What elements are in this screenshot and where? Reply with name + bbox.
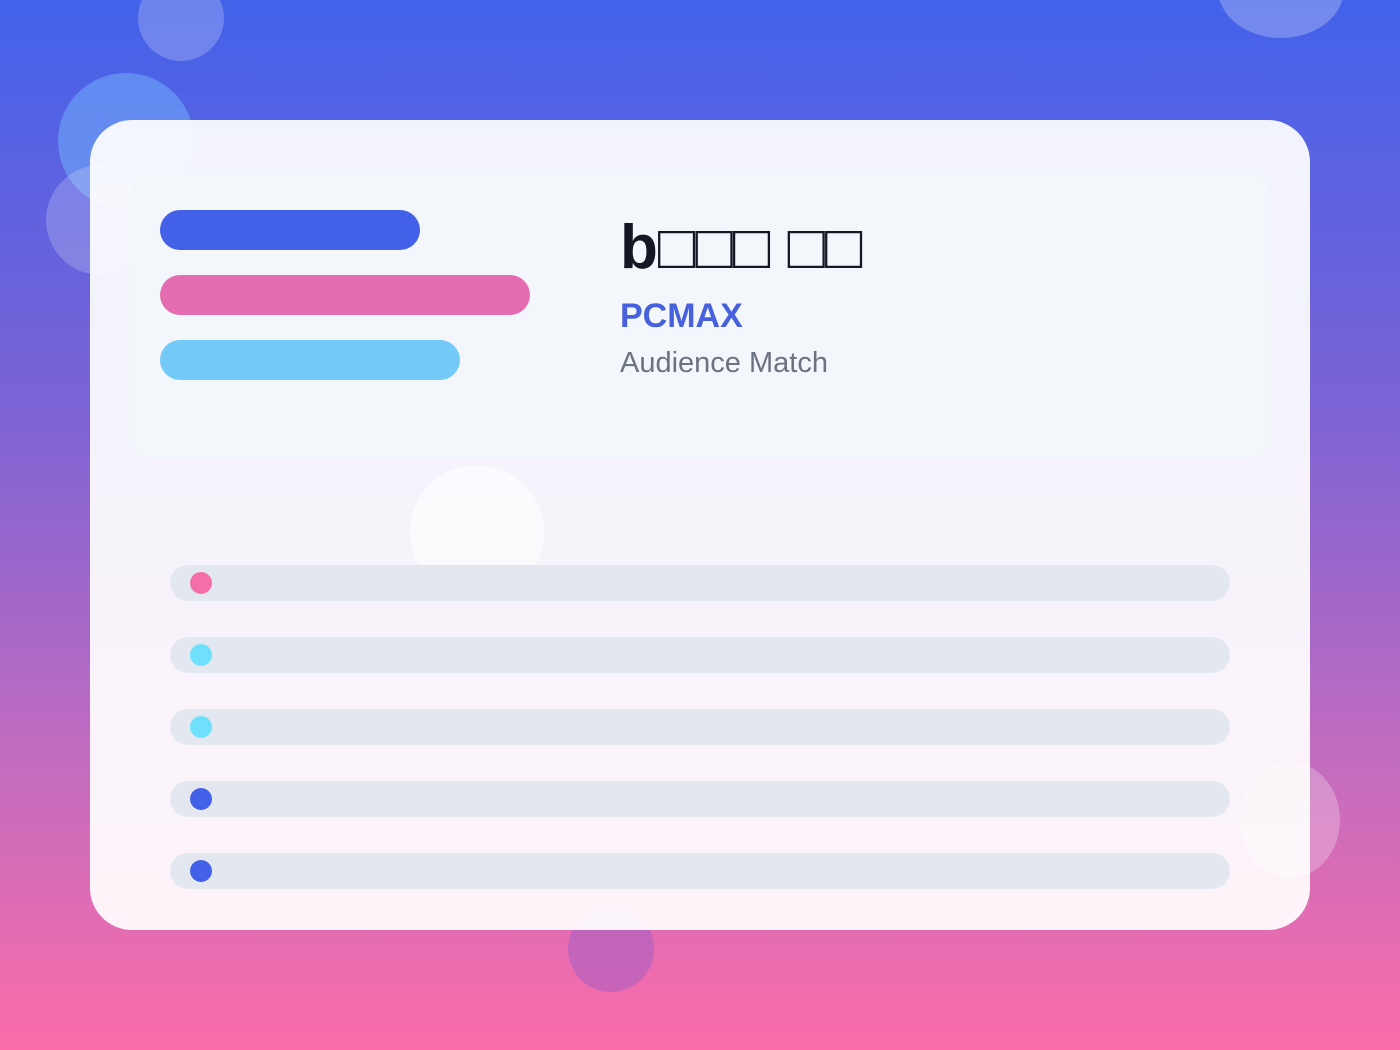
row-dot	[190, 644, 212, 666]
subtitle: Audience Match	[620, 347, 828, 379]
list-row	[170, 853, 1230, 889]
header-panel: b□□□ □□ PCMAX Audience Match	[130, 170, 1270, 460]
header-bar	[160, 210, 420, 250]
row-dot	[190, 788, 212, 810]
list-row	[170, 709, 1230, 745]
row-dot	[190, 716, 212, 738]
row-dot	[190, 860, 212, 882]
bubble	[1218, 0, 1344, 38]
title: b□□□ □□	[620, 213, 863, 282]
list-row	[170, 565, 1230, 601]
header-bar	[160, 275, 530, 315]
list-row	[170, 781, 1230, 817]
list-row	[170, 637, 1230, 673]
header-bar	[160, 340, 460, 380]
row-dot	[190, 572, 212, 594]
bubble	[138, 0, 224, 61]
brand: PCMAX	[620, 297, 743, 335]
card: b□□□ □□ PCMAX Audience Match	[90, 120, 1310, 930]
